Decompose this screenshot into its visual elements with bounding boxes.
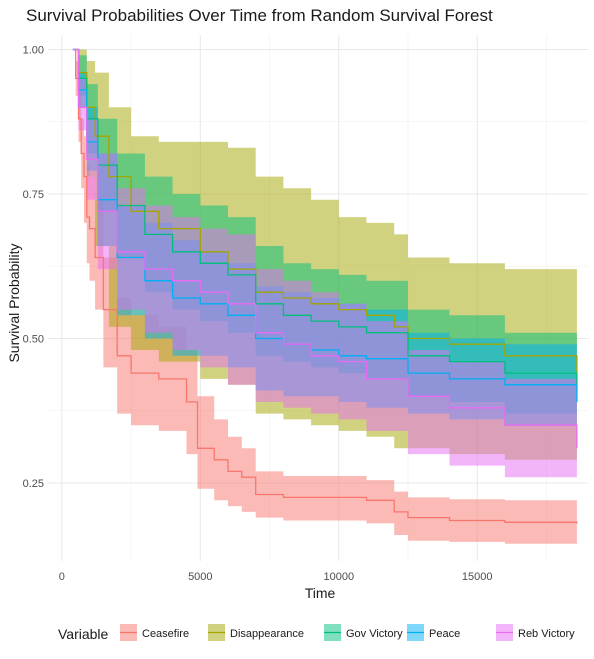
- legend: Variable Ceasefire Disappearance Gov Victo…: [58, 624, 575, 642]
- confidence-bands: [72, 49, 577, 545]
- y-tick-label: 0.25: [23, 478, 44, 490]
- band-gov-victory: [72, 49, 577, 431]
- legend-label-gov-victory: Gov Victory: [346, 628, 403, 640]
- x-tick-label: 10000: [323, 571, 354, 583]
- legend-label-disappearance: Disappearance: [230, 628, 304, 640]
- legend-label-peace: Peace: [429, 628, 460, 640]
- series-lines: [72, 48, 578, 524]
- y-tick-label: 1.00: [23, 44, 44, 56]
- legend-label-ceasefire: Ceasefire: [142, 628, 189, 640]
- line-reb-victory: [72, 48, 578, 449]
- y-axis-title: Survival Probability: [6, 243, 22, 362]
- band-ceasefire: [72, 49, 577, 545]
- x-axis-ticks: 0 5000 10000 15000: [59, 571, 493, 583]
- y-tick-label: 0.75: [23, 189, 44, 201]
- y-axis-ticks: 0.25 0.50 0.75 1.00: [23, 44, 44, 490]
- line-ceasefire: [72, 48, 578, 524]
- y-tick-label: 0.50: [23, 333, 44, 345]
- x-axis-title: Time: [305, 585, 336, 601]
- chart-title: Survival Probabilities Over Time from Ra…: [26, 6, 493, 25]
- x-tick-label: 5000: [188, 571, 212, 583]
- x-tick-label: 15000: [462, 571, 493, 583]
- legend-title: Variable: [58, 626, 109, 642]
- band-reb-victory: [72, 49, 577, 492]
- plot-area: [48, 35, 588, 561]
- legend-label-reb-victory: Reb Victory: [518, 628, 575, 640]
- x-tick-label: 0: [59, 571, 65, 583]
